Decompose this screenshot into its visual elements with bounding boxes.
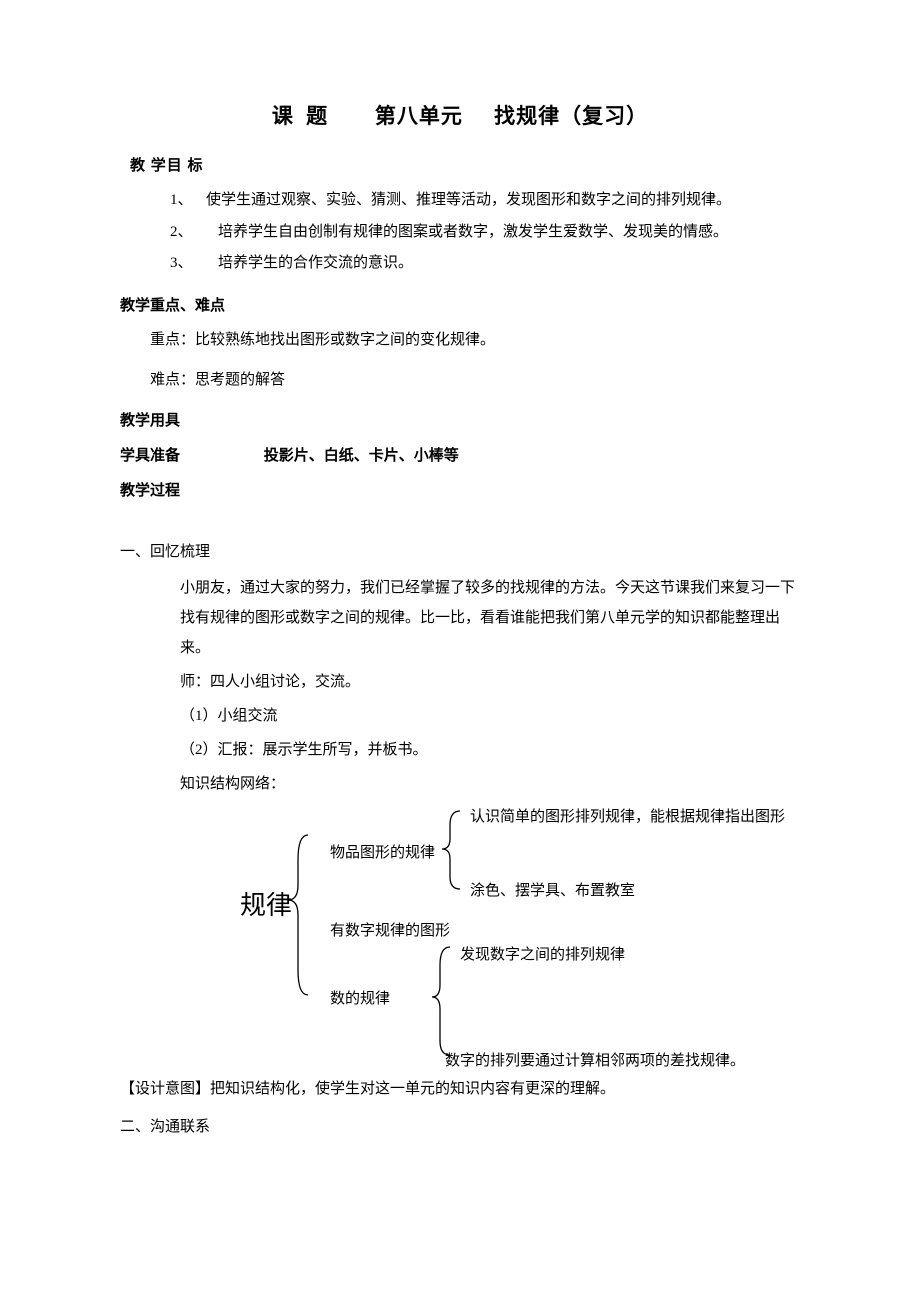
title-unit: 第八单元	[375, 104, 463, 128]
title-line: 课 题 第八单元 找规律（复习）	[120, 100, 800, 130]
section-1-para: 小朋友，通过大家的努力，我们已经掌握了较多的找规律的方法。今天这节课我们来复习一…	[180, 573, 800, 663]
section-1-line: 师：四人小组讨论，交流。	[180, 667, 800, 697]
prep-line: 学具准备 投影片、白纸、卡片、小棒等	[120, 444, 800, 465]
tree-branch-1: 物品图形的规律	[330, 841, 435, 862]
prep-label: 学具准备	[120, 444, 260, 465]
goal-list: 1、 使学生通过观察、实验、猜测、推理等活动，发现图形和数字之间的排列规律。 2…	[170, 185, 800, 280]
tree-branch-3: 数的规律	[330, 987, 390, 1008]
goal-item: 1、 使学生通过观察、实验、猜测、推理等活动，发现图形和数字之间的排列规律。	[170, 185, 800, 217]
tree-leaf-1a: 认识简单的图形排列规律，能根据规律指出图形	[470, 805, 785, 826]
goal-num: 3、	[170, 248, 206, 280]
section-1-line: 知识结构网络：	[180, 769, 800, 799]
title-ke: 课 题	[272, 104, 331, 128]
tree-leaf-3a: 发现数字之间的排列规律	[460, 943, 625, 964]
tree-branch-2: 有数字规律的图形	[330, 919, 450, 940]
title-name: 找规律（复习）	[494, 104, 648, 128]
tree-root: 规律	[240, 885, 292, 922]
key-hard: 难点：思考题的解答	[150, 365, 800, 395]
key-main: 重点：比较熟练地找出图形或数字之间的变化规律。	[150, 325, 800, 355]
design-intent: 【设计意图】把知识结构化，使学生对这一单元的知识内容有更深的理解。	[120, 1075, 800, 1104]
goal-text: 培养学生自由创制有规律的图案或者数字，激发学生爱数学、发现美的情感。	[218, 217, 728, 249]
document-page: 课 题 第八单元 找规律（复习） 教 学目 标 1、 使学生通过观察、实验、猜测…	[0, 0, 920, 1302]
goal-num: 2、	[170, 217, 206, 249]
knowledge-tree: 规律 物品图形的规律 认识简单的图形排列规律，能根据规律指出图形 涂色、摆学具、…	[180, 805, 860, 1065]
goals-label: 教 学目 标	[130, 154, 800, 175]
tree-braces-icon	[180, 805, 860, 1065]
goal-text: 使学生通过观察、实验、猜测、推理等活动，发现图形和数字之间的排列规律。	[206, 185, 731, 217]
section-1-title: 一、回忆梳理	[120, 540, 800, 561]
goal-text: 培养学生的合作交流的意识。	[218, 248, 413, 280]
section-2-title: 二、沟通联系	[120, 1113, 800, 1142]
tools-label: 教学用具	[120, 409, 800, 430]
tree-leaf-3b: 数字的排列要通过计算相邻两项的差找规律。	[445, 1049, 745, 1070]
tree-leaf-1b: 涂色、摆学具、布置教室	[470, 879, 635, 900]
goal-item: 2、 培养学生自由创制有规律的图案或者数字，激发学生爱数学、发现美的情感。	[170, 217, 800, 249]
prep-value: 投影片、白纸、卡片、小棒等	[264, 448, 459, 464]
goal-item: 3、 培养学生的合作交流的意识。	[170, 248, 800, 280]
section-1-line: （2）汇报：展示学生所写，并板书。	[180, 735, 800, 765]
key-label: 教学重点、难点	[120, 294, 800, 315]
goal-num: 1、	[170, 185, 206, 217]
process-label: 教学过程	[120, 479, 800, 500]
section-1-line: （1）小组交流	[180, 701, 800, 731]
